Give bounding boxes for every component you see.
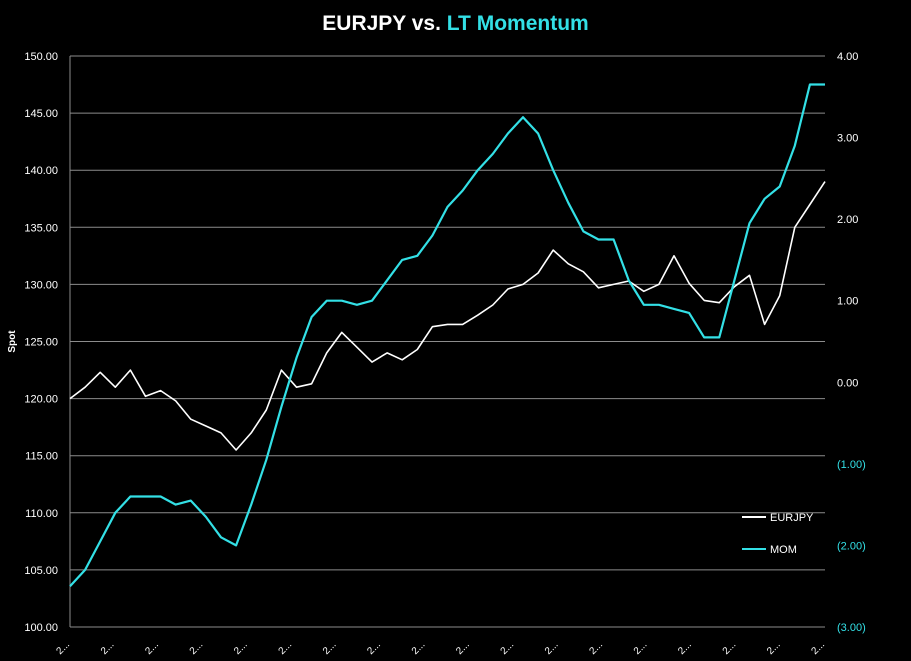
y-axis-label: Spot	[7, 330, 18, 353]
x-tick-label: 2...	[810, 639, 828, 657]
chart-title: EURJPY vs. LT Momentum	[0, 12, 911, 36]
chart-title-main: EURJPY vs.	[322, 12, 447, 35]
x-tick-label: 2...	[143, 639, 161, 657]
x-tick-label: 2...	[188, 639, 206, 657]
y-tick-label: 115.00	[25, 451, 58, 463]
x-tick-label: 2...	[454, 639, 472, 657]
x-tick-label: 2...	[587, 639, 605, 657]
y-tick-label: 110.00	[25, 508, 58, 520]
y-tick-label: 150.00	[24, 51, 58, 63]
x-tick-label: 2...	[321, 639, 339, 657]
x-tick-label: 2...	[365, 639, 383, 657]
x-tick-label: 2...	[632, 639, 650, 657]
y2-tick-label: 4.00	[837, 51, 858, 63]
y2-tick-label: 3.00	[837, 133, 858, 145]
x-tick-label: 2...	[232, 639, 250, 657]
x-tick-label: 2...	[55, 639, 73, 657]
chart-title-accent: LT Momentum	[446, 12, 589, 35]
y-tick-label: 140.00	[24, 165, 58, 177]
series-line-mom	[69, 83, 825, 587]
y-tick-label: 145.00	[24, 108, 58, 120]
x-tick-label: 2...	[499, 639, 517, 657]
x-tick-label: 2...	[277, 639, 295, 657]
x-tick-label: 2...	[676, 639, 694, 657]
x-tick-label: 2...	[765, 639, 783, 657]
x-tick-label: 2...	[410, 639, 428, 657]
legend-label-eurjpy: EURJPY	[770, 512, 814, 524]
x-tick-label: 2...	[721, 639, 739, 657]
y-tick-label: 125.00	[24, 337, 58, 349]
y2-tick-label: (3.00)	[837, 622, 866, 634]
series-line-eurjpy	[69, 181, 826, 451]
y-tick-label: 135.00	[24, 222, 58, 234]
y2-tick-label: (1.00)	[837, 459, 866, 471]
y-tick-label: 100.00	[24, 622, 58, 634]
x-tick-label: 2...	[543, 639, 561, 657]
legend-label-mom: MOM	[770, 544, 797, 556]
y2-tick-label: 1.00	[837, 296, 858, 308]
y2-tick-label: 2.00	[837, 214, 858, 226]
y-tick-label: 105.00	[24, 565, 58, 577]
x-tick-label: 2...	[99, 639, 117, 657]
y-tick-label: 130.00	[24, 279, 58, 291]
y2-tick-label: 0.00	[837, 377, 858, 389]
y2-tick-label: (2.00)	[837, 540, 866, 552]
y-tick-label: 120.00	[24, 394, 58, 406]
